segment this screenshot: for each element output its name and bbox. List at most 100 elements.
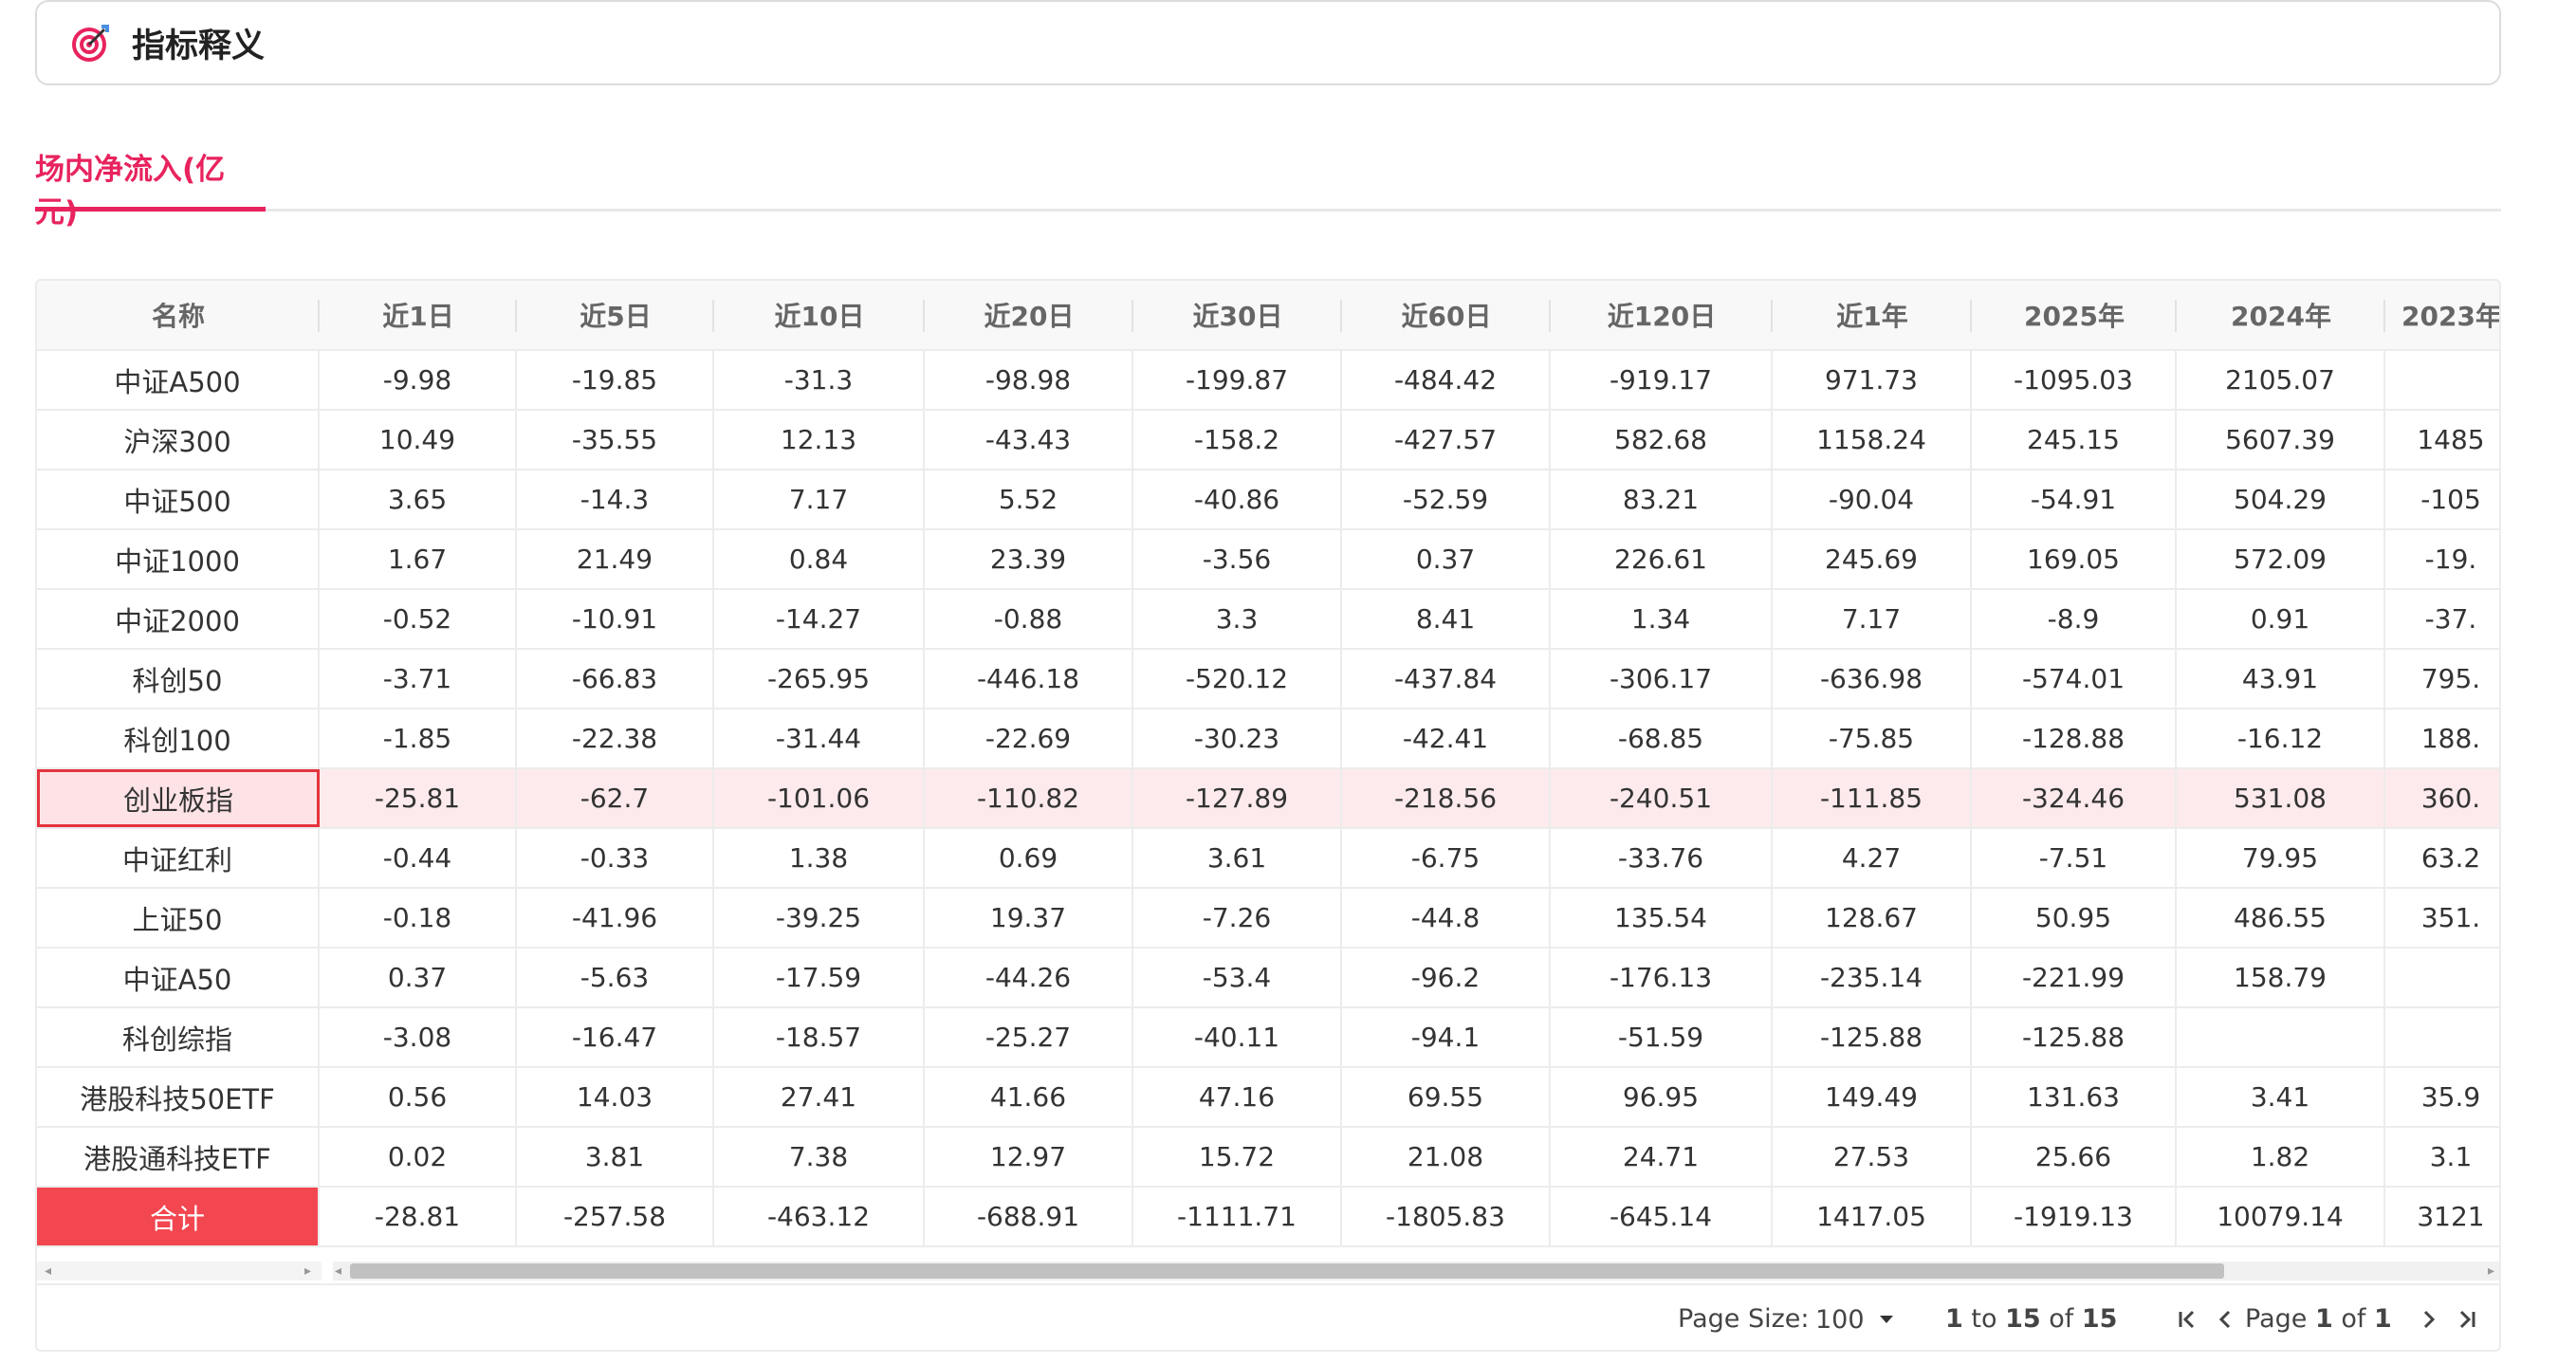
table-cell[interactable]: 0.02: [320, 1128, 517, 1186]
table-cell[interactable]: -40.86: [1133, 470, 1342, 528]
table-cell[interactable]: 1.67: [320, 530, 517, 588]
table-cell[interactable]: -75.85: [1773, 710, 1972, 767]
table-cell[interactable]: 245.69: [1773, 530, 1972, 588]
table-cell[interactable]: -18.57: [714, 1008, 925, 1066]
row-name-cell[interactable]: 港股通科技ETF: [37, 1128, 320, 1186]
table-row[interactable]: 中证A50 0.37 -5.63 -17.59 -44.26 -53.4 -96.2 -176…: [37, 949, 2499, 1008]
table-cell[interactable]: 504.29: [2177, 470, 2385, 528]
table-cell[interactable]: -0.52: [320, 590, 517, 648]
table-cell[interactable]: -96.2: [1342, 949, 1551, 1006]
table-cell[interactable]: [2385, 1008, 2499, 1066]
row-name-cell[interactable]: 沪深300: [37, 411, 320, 469]
table-cell[interactable]: -22.38: [517, 710, 714, 767]
table-cell[interactable]: 131.63: [1972, 1068, 2177, 1126]
table-cell[interactable]: 63.2: [2385, 829, 2499, 887]
table-cell[interactable]: 128.67: [1773, 889, 1972, 947]
table-cell[interactable]: -257.58: [517, 1188, 714, 1245]
table-cell[interactable]: -30.23: [1133, 710, 1342, 767]
column-header[interactable]: 名称: [37, 281, 320, 349]
column-header[interactable]: 2023年: [2385, 281, 2499, 349]
table-cell[interactable]: 10.49: [320, 411, 517, 469]
table-cell[interactable]: 3.61: [1133, 829, 1342, 887]
row-name-cell[interactable]: 科创100: [37, 710, 320, 767]
table-cell[interactable]: -43.43: [925, 411, 1133, 469]
table-cell[interactable]: -52.59: [1342, 470, 1551, 528]
table-cell[interactable]: 27.53: [1773, 1128, 1972, 1186]
table-cell[interactable]: -31.44: [714, 710, 925, 767]
scrollbar-thumb[interactable]: [350, 1263, 2224, 1279]
table-cell[interactable]: -39.25: [714, 889, 925, 947]
scroll-right-icon[interactable]: ▸: [2488, 1263, 2495, 1279]
table-cell[interactable]: -688.91: [925, 1188, 1133, 1245]
table-cell[interactable]: 2105.07: [2177, 351, 2385, 409]
table-cell[interactable]: -645.14: [1551, 1188, 1773, 1245]
table-cell[interactable]: 12.13: [714, 411, 925, 469]
table-cell[interactable]: -221.99: [1972, 949, 2177, 1006]
table-cell[interactable]: 1417.05: [1773, 1188, 1972, 1245]
table-cell[interactable]: -10.91: [517, 590, 714, 648]
table-row[interactable]: 创业板指 -25.81 -62.7 -101.06 -110.82 -127.89 -218…: [37, 769, 2499, 829]
table-cell[interactable]: -28.81: [320, 1188, 517, 1245]
row-name-cell[interactable]: 中证1000: [37, 530, 320, 588]
table-cell[interactable]: -110.82: [925, 769, 1133, 827]
table-cell[interactable]: -19.85: [517, 351, 714, 409]
table-row[interactable]: 中证1000 1.67 21.49 0.84 23.39 -3.56 0.37 226.61 2…: [37, 530, 2499, 590]
table-cell[interactable]: -5.63: [517, 949, 714, 1006]
table-row[interactable]: 中证A500 -9.98 -19.85 -31.3 -98.98 -199.87 -484.…: [37, 351, 2499, 411]
column-header[interactable]: 2024年: [2177, 281, 2385, 349]
column-header[interactable]: 近20日: [925, 281, 1133, 349]
total-row[interactable]: 合计 -28.81 -257.58 -463.12 -688.91 -1111.71 -18…: [37, 1188, 2499, 1247]
table-cell[interactable]: -0.44: [320, 829, 517, 887]
horizontal-scrollbar[interactable]: ◂ ▸ ◂ ▸: [37, 1260, 2499, 1282]
table-row[interactable]: 港股通科技ETF 0.02 3.81 7.38 12.97 15.72 21.08 24.71…: [37, 1128, 2499, 1188]
row-name-cell[interactable]: 中证2000: [37, 590, 320, 648]
previous-page-icon[interactable]: [2209, 1299, 2241, 1340]
table-cell[interactable]: -51.59: [1551, 1008, 1773, 1066]
table-cell[interactable]: 79.95: [2177, 829, 2385, 887]
table-cell[interactable]: 69.55: [1342, 1068, 1551, 1126]
column-header[interactable]: 近30日: [1133, 281, 1342, 349]
table-cell[interactable]: 41.66: [925, 1068, 1133, 1126]
row-name-cell[interactable]: 中证A500: [37, 351, 320, 409]
table-cell[interactable]: 4.27: [1773, 829, 1972, 887]
table-cell[interactable]: -0.33: [517, 829, 714, 887]
table-cell[interactable]: 0.84: [714, 530, 925, 588]
scroll-left-icon[interactable]: ◂: [335, 1263, 342, 1279]
table-cell[interactable]: 3.65: [320, 470, 517, 528]
table-cell[interactable]: -3.08: [320, 1008, 517, 1066]
table-cell[interactable]: -1095.03: [1972, 351, 2177, 409]
table-cell[interactable]: 1485: [2385, 411, 2499, 469]
table-cell[interactable]: 572.09: [2177, 530, 2385, 588]
table-cell[interactable]: -3.71: [320, 650, 517, 708]
table-cell[interactable]: -324.46: [1972, 769, 2177, 827]
table-cell[interactable]: -463.12: [714, 1188, 925, 1245]
table-cell[interactable]: -7.26: [1133, 889, 1342, 947]
table-cell[interactable]: 5.52: [925, 470, 1133, 528]
row-name-cell[interactable]: 合计: [37, 1188, 320, 1245]
table-cell[interactable]: 3121: [2385, 1188, 2499, 1245]
table-cell[interactable]: 351.: [2385, 889, 2499, 947]
tab-net-inflow[interactable]: 场内净流入(亿元): [35, 145, 266, 230]
table-cell[interactable]: -127.89: [1133, 769, 1342, 827]
table-cell[interactable]: 3.3: [1133, 590, 1342, 648]
table-cell[interactable]: 3.81: [517, 1128, 714, 1186]
table-cell[interactable]: 50.95: [1972, 889, 2177, 947]
table-cell[interactable]: 8.41: [1342, 590, 1551, 648]
table-cell[interactable]: 21.08: [1342, 1128, 1551, 1186]
table-cell[interactable]: -16.47: [517, 1008, 714, 1066]
table-cell[interactable]: 1.38: [714, 829, 925, 887]
table-cell[interactable]: 19.37: [925, 889, 1133, 947]
table-cell[interactable]: -240.51: [1551, 769, 1773, 827]
row-name-cell[interactable]: 创业板指: [37, 769, 320, 827]
table-cell[interactable]: 531.08: [2177, 769, 2385, 827]
table-cell[interactable]: -68.85: [1551, 710, 1773, 767]
table-cell[interactable]: -0.88: [925, 590, 1133, 648]
table-cell[interactable]: 245.15: [1972, 411, 2177, 469]
table-cell[interactable]: -158.2: [1133, 411, 1342, 469]
scroll-right-icon[interactable]: ▸: [304, 1263, 312, 1279]
table-cell[interactable]: -54.91: [1972, 470, 2177, 528]
scroll-left-icon[interactable]: ◂: [45, 1263, 52, 1279]
table-cell[interactable]: -42.41: [1342, 710, 1551, 767]
table-cell[interactable]: 0.91: [2177, 590, 2385, 648]
column-header[interactable]: 近5日: [517, 281, 714, 349]
